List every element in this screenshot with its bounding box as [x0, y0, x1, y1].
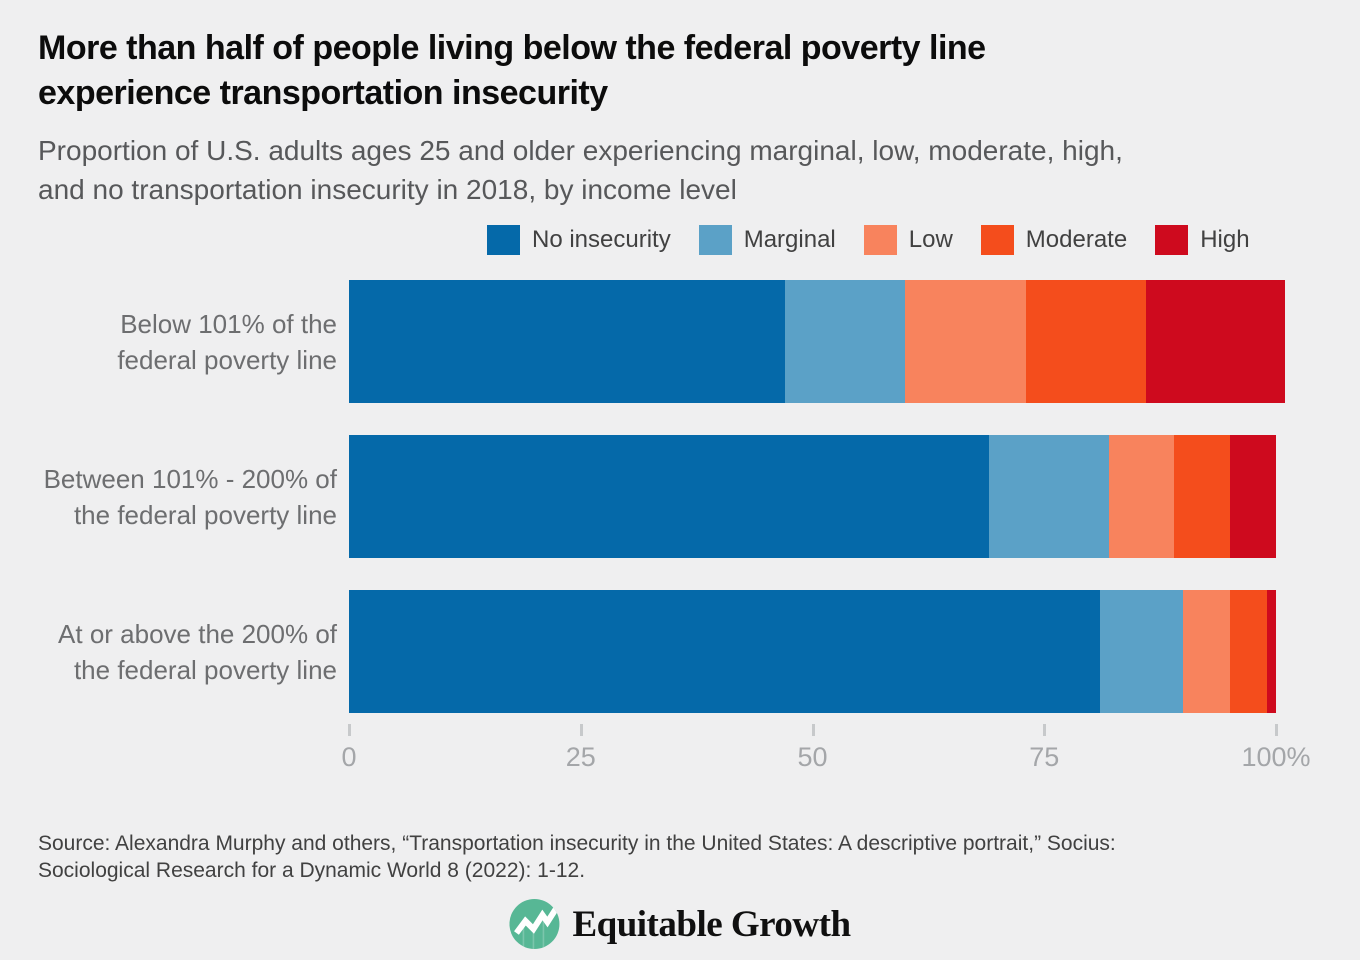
- axis-tick-label-25: 25: [565, 742, 596, 772]
- bar-1: [349, 280, 1286, 403]
- bar-3-segment-high: [1266, 590, 1276, 713]
- axis-tick-label-50: 50: [797, 742, 828, 772]
- bar-2: [349, 435, 1276, 558]
- legend-label-marginal: Marginal: [743, 226, 836, 253]
- legend-item-marginal: Marginal: [698, 225, 836, 255]
- legend-label-low: Low: [908, 226, 953, 253]
- logo-text: Equitable Growth: [572, 903, 851, 945]
- page-title: More than half of people living below th…: [38, 29, 986, 112]
- chart-row-2: Between 101% - 200% of the federal pover…: [0, 435, 1360, 558]
- legend-item-high: High: [1155, 225, 1250, 255]
- bar-3-segment-low: [1183, 590, 1230, 713]
- legend-swatch-moderate: [980, 225, 1014, 255]
- bar-3-segment-marginal: [1099, 590, 1184, 713]
- bar-3-segment-no-insecurity: [349, 590, 1100, 713]
- axis-tick-mark-0: [348, 724, 351, 736]
- axis-tick-mark-50: [811, 724, 815, 736]
- chart-row-1: Below 101% of the federal poverty line: [0, 280, 1360, 403]
- legend-item-no-insecurity: No insecurity: [487, 225, 671, 255]
- bar-3: [349, 590, 1276, 713]
- equitable-growth-logo-icon: [509, 899, 560, 949]
- legend: No insecurity Marginal Low Moderate High: [487, 225, 1250, 255]
- axis-tick-label-100: 100%: [1241, 742, 1311, 772]
- legend-swatch-no-insecurity: [487, 225, 520, 255]
- bar-2-segment-marginal: [988, 435, 1110, 558]
- chart-area: Below 101% of the federal poverty line Be…: [0, 280, 1360, 713]
- legend-swatch-marginal: [698, 225, 732, 255]
- legend-swatch-low: [863, 225, 897, 255]
- bar-1-segment-high: [1146, 280, 1286, 403]
- legend-label-high: High: [1200, 226, 1250, 253]
- bar-2-segment-moderate: [1174, 435, 1230, 558]
- source-note: Source: Alexandra Murphy and others, “Tr…: [38, 832, 1116, 882]
- bar-2-segment-low: [1109, 435, 1174, 558]
- axis-tick-mark-25: [579, 724, 583, 736]
- bar-3-segment-moderate: [1229, 590, 1267, 713]
- legend-label-moderate: Moderate: [1025, 226, 1128, 253]
- x-axis: 0 25 50 75 100%: [0, 722, 1360, 782]
- axis-tick-mark-100: [1275, 724, 1278, 736]
- bar-2-segment-high: [1229, 435, 1276, 558]
- row-label-3: At or above the 200% of the federal pove…: [58, 618, 337, 685]
- row-label-2: Between 101% - 200% of the federal pover…: [43, 463, 337, 530]
- bar-1-segment-no-insecurity: [349, 280, 785, 403]
- bar-1-segment-moderate: [1025, 280, 1147, 403]
- bar-1-segment-marginal: [784, 280, 906, 403]
- legend-item-low: Low: [863, 225, 953, 255]
- legend-label-no-insecurity: No insecurity: [532, 226, 671, 253]
- row-label-1: Below 101% of the federal poverty line: [117, 308, 337, 375]
- bar-1-segment-low: [905, 280, 1026, 403]
- axis-tick-label-75: 75: [1029, 742, 1060, 772]
- legend-item-moderate: Moderate: [980, 225, 1128, 255]
- chart-row-3: At or above the 200% of the federal pove…: [0, 590, 1360, 713]
- logo: Equitable Growth: [509, 899, 851, 949]
- chart-subtitle: Proportion of U.S. adults ages 25 and ol…: [38, 135, 1123, 205]
- bar-2-segment-no-insecurity: [349, 435, 989, 558]
- axis-tick-mark-75: [1043, 724, 1047, 736]
- legend-swatch-high: [1155, 225, 1189, 255]
- axis-tick-label-0: 0: [341, 742, 357, 772]
